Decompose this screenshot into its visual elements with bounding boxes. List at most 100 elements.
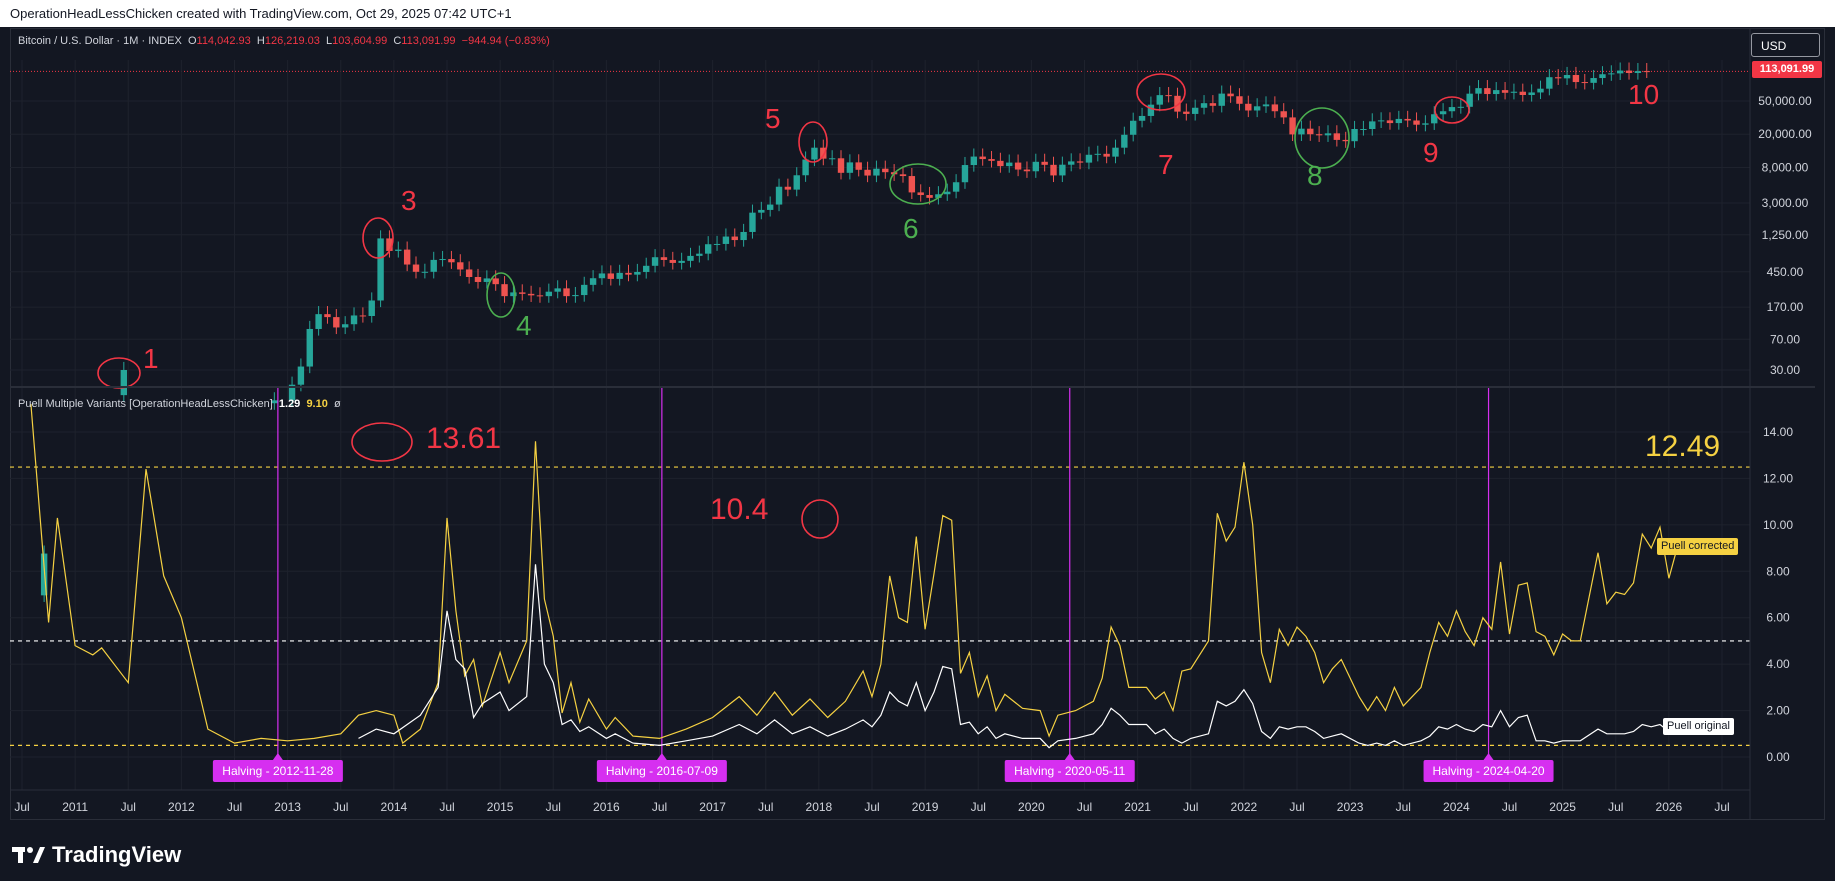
indicator-tick-label: 10.00 [1763,518,1793,532]
candle [1563,75,1571,79]
candle [669,259,676,263]
candle [1041,161,1048,165]
candle [1537,88,1544,93]
time-tick-label: 2015 [487,800,514,814]
candle [625,272,632,275]
annotation-circle [97,357,141,389]
candle [704,244,712,254]
time-tick-label: 2019 [912,800,939,814]
candle [837,158,845,173]
candle [448,259,455,263]
candle [944,191,951,195]
candle [1404,118,1411,121]
halving-label-pointer [656,753,667,760]
indicator-legend[interactable]: Puell Multiple Variants [OperationHeadLe… [18,398,341,410]
candle [386,238,393,251]
candle [1616,70,1624,74]
candle [1076,161,1084,163]
candle [1351,128,1358,142]
candle [554,288,561,292]
candle [1103,153,1110,157]
time-tick-label: 2025 [1549,800,1576,814]
candle [1431,114,1438,124]
last-price-tag: 113,091.99 [1752,61,1822,78]
halving-lines: Halving - 2012-11-28 Halving - 2016-07-09… [212,388,1554,782]
candle [864,169,871,176]
annotation-peak-10: 10.4 [710,493,768,526]
price-tick-label: 170.00 [1767,300,1804,314]
time-tick-label: Jul [652,800,667,814]
candle [333,317,340,328]
open-label: O [187,35,197,47]
candle [811,147,818,160]
indicator-hidden-icon[interactable]: ø [333,398,341,410]
open-value: 114,042.93 [196,35,251,47]
candle [775,186,783,205]
low-value: 103,604.99 [332,35,388,47]
candle [784,186,792,190]
halving-label-box [1423,760,1554,782]
annotation-number: 3 [401,185,417,216]
candle [1183,111,1190,114]
candle [501,284,508,297]
time-tick-label: 2018 [806,800,833,814]
candle [527,293,535,296]
candle [1386,120,1394,124]
symbol-name[interactable]: Bitcoin / U.S. Dollar · 1M · INDEX [18,35,182,47]
candle [572,295,579,297]
candle [820,147,827,159]
time-tick-label: Jul [1714,800,1729,814]
candle [536,295,544,297]
candle [1333,133,1341,140]
candle [1068,161,1075,165]
halving-label: Halving - 2024-04-20 [1433,764,1545,778]
candle [687,255,694,261]
annotation-number: 1 [143,343,159,374]
close-label: C [393,35,402,47]
candle [1218,93,1225,106]
annotation-number: 6 [903,213,919,244]
candle [1112,147,1119,157]
candle [1413,120,1420,125]
annotation-circle [351,422,413,462]
tradingview-logo[interactable]: TradingView [12,842,181,868]
indicator-axis: 0.00 2.00 4.00 6.00 8.00 10.00 12.00 14.00 [1763,425,1793,764]
high-label: H [256,35,265,47]
annotation-number: 4 [516,310,532,341]
candle [873,168,880,176]
candle [1448,107,1456,112]
candle [324,314,331,318]
halving-label: Halving - 2016-07-09 [606,764,718,778]
halving-label-pointer [1064,753,1075,760]
annotation-circle [798,121,828,163]
candle [1643,71,1650,73]
candle [1271,104,1279,112]
candle [713,243,721,245]
candle [988,159,995,161]
candle [1191,107,1199,114]
annotation-number: 10 [1628,79,1659,110]
candle [1023,169,1031,172]
price-tick-label: 450.00 [1767,265,1804,279]
candle [545,291,553,297]
price-legend: Bitcoin / U.S. Dollar · 1M · INDEX O114,… [18,35,550,47]
candle [1439,111,1447,115]
candle [731,236,738,241]
time-tick-label: Jul [439,800,454,814]
currency-button[interactable]: USD [1751,33,1820,57]
chart-frame [10,28,1825,820]
price-tick-label: 30.00 [1770,363,1800,377]
time-tick-label: Jul [121,800,136,814]
candle [970,156,978,166]
candle [1298,128,1305,135]
indicator-tick-label: 12.00 [1763,471,1793,485]
candle [1422,123,1429,125]
high-value: 126,219.03 [264,35,320,47]
price-tick-label: 70.00 [1770,332,1800,346]
candle [1501,90,1509,93]
candle [1032,161,1040,172]
indicator-name[interactable]: Puell Multiple Variants [OperationHeadLe… [18,398,273,410]
candle [1493,90,1500,95]
candle [1369,121,1376,129]
